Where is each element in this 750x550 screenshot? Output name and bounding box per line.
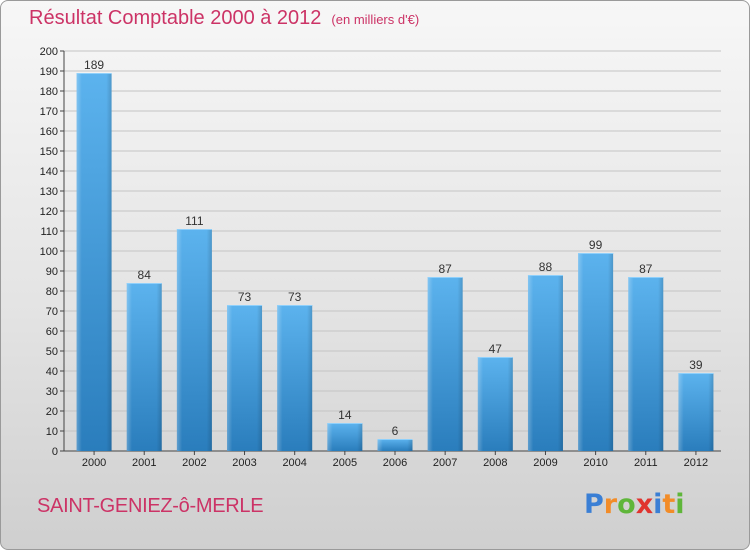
y-tick-label: 170 [40, 106, 58, 118]
bar-2008 [477, 357, 513, 451]
bar-2011 [628, 277, 664, 451]
y-tick-label: 100 [40, 246, 58, 258]
bar-shading [327, 423, 363, 451]
value-label: 73 [238, 290, 252, 304]
x-tick-label: 2008 [483, 457, 507, 469]
bar-shading [76, 73, 112, 451]
bar-shading [126, 283, 162, 451]
x-tick-label: 2002 [182, 457, 206, 469]
x-tick-label: 2001 [132, 457, 156, 469]
chart-title: Résultat Comptable 2000 à 2012 (en millie… [29, 7, 419, 30]
bar-shading [628, 277, 664, 451]
value-label: 47 [489, 342, 503, 356]
value-label: 73 [288, 290, 302, 304]
logo-letter: P [584, 489, 604, 520]
y-tick-label: 30 [46, 386, 58, 398]
value-label: 99 [589, 238, 603, 252]
x-tick-label: 2012 [684, 457, 708, 469]
logo-letter: i [653, 489, 663, 520]
logo-letter: t [662, 489, 676, 520]
bar-2006 [377, 439, 413, 451]
x-tick-label: 2011 [634, 457, 658, 469]
y-tick-label: 20 [46, 406, 58, 418]
logo-letter: x [635, 489, 654, 520]
bar-2009 [527, 275, 563, 451]
logo-letter: r [603, 489, 618, 520]
axes: 0 10 20 30 40 50 60 70 80 90 100 110 120 130 140 150 160… [40, 46, 721, 469]
y-tick-label: 50 [46, 346, 58, 358]
chart-subtitle: (en milliers d'€) [331, 12, 420, 27]
value-label: 39 [689, 358, 703, 372]
bar-shading [227, 305, 263, 451]
x-tick-label: 2006 [383, 457, 407, 469]
bar-2001 [126, 283, 162, 451]
y-tick-label: 140 [40, 166, 58, 178]
y-tick-label: 120 [40, 206, 58, 218]
x-tick-label: 2005 [333, 457, 357, 469]
value-label: 87 [438, 262, 452, 276]
y-tick-label: 90 [46, 266, 58, 278]
y-tick-label: 40 [46, 366, 58, 378]
bar-shading [578, 253, 614, 451]
bar-shading [678, 373, 714, 451]
bar-shading [176, 229, 212, 451]
bar-2010 [578, 253, 614, 451]
value-label: 87 [639, 262, 653, 276]
bar-2000 [76, 73, 112, 451]
bar-2004 [277, 305, 313, 451]
bar-2005 [327, 423, 363, 451]
bar-shading [427, 277, 463, 451]
y-tick-label: 200 [40, 46, 58, 58]
value-label: 14 [338, 408, 352, 422]
bar-2003 [227, 305, 263, 451]
data-labels: 189 84 111 73 73 14 6 87 47 88 99 87 39 [84, 58, 703, 438]
y-tick-label: 150 [40, 146, 58, 158]
y-tick-label: 80 [46, 286, 58, 298]
value-label: 189 [84, 58, 104, 72]
chart-title-text: Résultat Comptable 2000 à 2012 [29, 7, 322, 29]
logo-letter: i [675, 489, 685, 520]
y-tick-label: 130 [40, 186, 58, 198]
value-label: 88 [539, 260, 553, 274]
logo-letter: o [617, 489, 636, 520]
bar-shading [527, 275, 563, 451]
x-tick-label: 2003 [232, 457, 256, 469]
bar-2012 [678, 373, 714, 451]
bar-2007 [427, 277, 463, 451]
y-tick-label: 0 [52, 446, 58, 458]
proxiti-logo: Proxiti [584, 489, 685, 520]
value-label: 111 [185, 214, 204, 228]
y-tick-label: 60 [46, 326, 58, 338]
grid-lines [64, 50, 721, 452]
y-tick-label: 70 [46, 306, 58, 318]
y-tick-label: 10 [46, 426, 58, 438]
commune-name: SAINT-GENIEZ-ô-MERLE [37, 495, 264, 517]
value-label: 84 [138, 268, 152, 282]
bar-shading [277, 305, 313, 451]
y-tick-label: 180 [40, 86, 58, 98]
x-tick-label: 2010 [583, 457, 607, 469]
y-tick-label: 110 [40, 226, 58, 238]
bar-shading [377, 439, 413, 451]
x-tick-label: 2007 [433, 457, 457, 469]
bar-2002 [176, 229, 212, 451]
bars [76, 73, 714, 451]
x-tick-label: 2009 [533, 457, 557, 469]
y-tick-label: 190 [40, 66, 58, 78]
bar-shading [477, 357, 513, 451]
value-label: 6 [392, 424, 399, 438]
x-tick-label: 2004 [282, 457, 306, 469]
x-tick-label: 2000 [82, 457, 106, 469]
y-tick-label: 160 [40, 126, 58, 138]
